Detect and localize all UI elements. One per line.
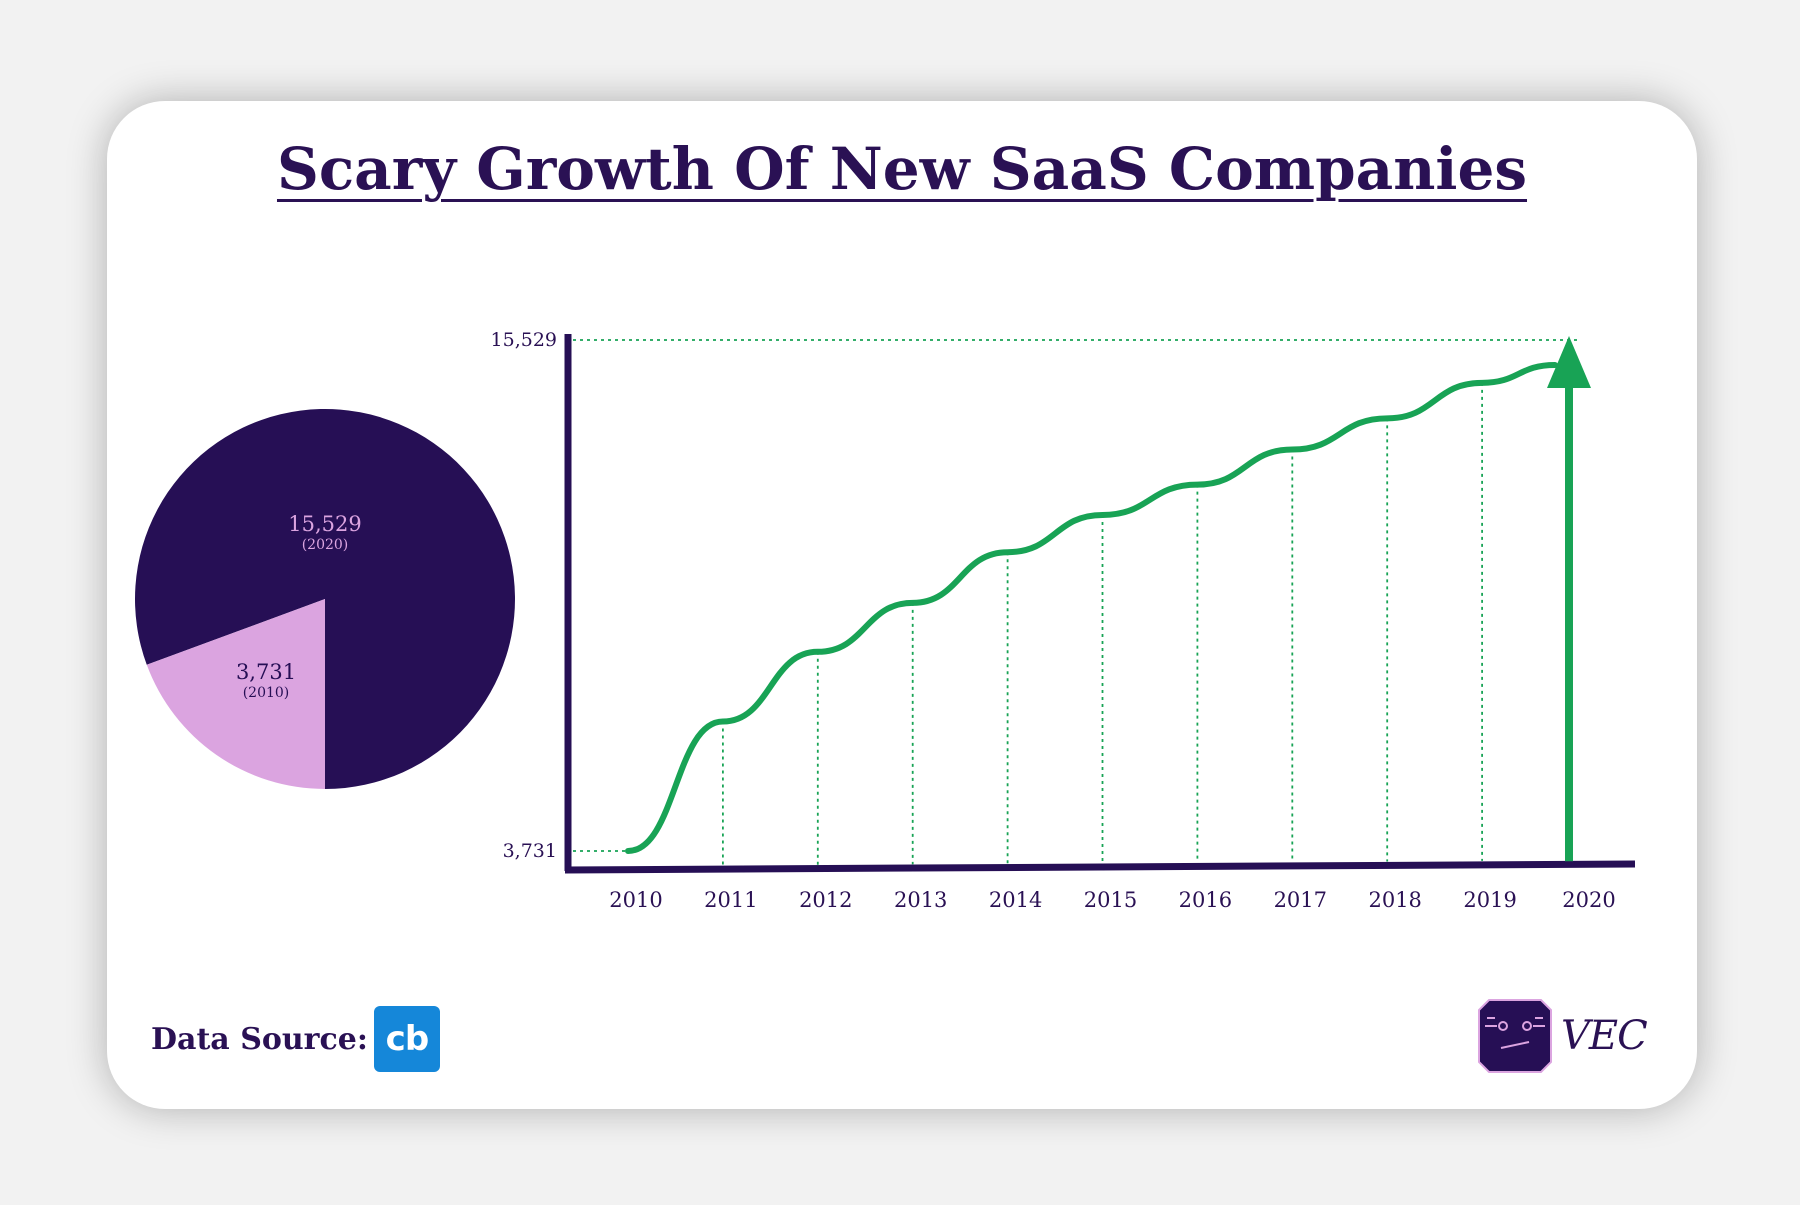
- brand: VEC: [1477, 998, 1648, 1074]
- y-tick-label: 3,731: [503, 840, 557, 862]
- x-tick-label: 2015: [1084, 888, 1137, 912]
- data-source: Data Source: cb: [151, 1006, 440, 1072]
- x-tick-label: 2010: [609, 888, 662, 912]
- x-tick-label: 2017: [1274, 888, 1327, 912]
- x-tick-label: 2019: [1463, 888, 1516, 912]
- crunchbase-logo-icon: cb: [373, 1006, 440, 1072]
- pie-slice-year-label: (2010): [243, 685, 290, 701]
- vec-robot-logo-icon: [1478, 999, 1552, 1073]
- pie-slice-value-label: 3,731: [236, 660, 296, 684]
- infographic-card: Scary Growth Of New SaaS Companies 15,52…: [107, 101, 1697, 1109]
- x-tick-label: 2016: [1179, 888, 1232, 912]
- pie-slice-2010: [146, 599, 325, 789]
- x-tick-label: 2011: [704, 888, 757, 912]
- pie-slice-2020: [135, 409, 516, 789]
- data-source-label: Data Source:: [151, 1021, 368, 1057]
- series-line: [625, 362, 1558, 854]
- growth-arrow-head: [1547, 336, 1591, 388]
- x-axis: [564, 860, 1636, 874]
- x-tick-label: 2012: [799, 888, 852, 912]
- y-tick-label: 15,529: [491, 329, 557, 351]
- pie-slice-value-label: 15,529: [288, 512, 361, 536]
- x-tick-label: 2014: [989, 888, 1042, 912]
- line-chart: 3,731 15,529 2010 2011 2012 2013 2014 2015 2016…: [491, 329, 1636, 912]
- pie-chart: 15,529(2020) 3,731(2010): [135, 409, 516, 789]
- pie-slice-year-label: (2020): [302, 537, 349, 553]
- x-tick-label: 2013: [894, 888, 947, 912]
- x-tick-label: 2020: [1562, 888, 1615, 912]
- brand-text: VEC: [1561, 1013, 1648, 1059]
- page-title: Scary Growth Of New SaaS Companies: [276, 135, 1528, 203]
- x-tick-label: 2018: [1368, 888, 1421, 912]
